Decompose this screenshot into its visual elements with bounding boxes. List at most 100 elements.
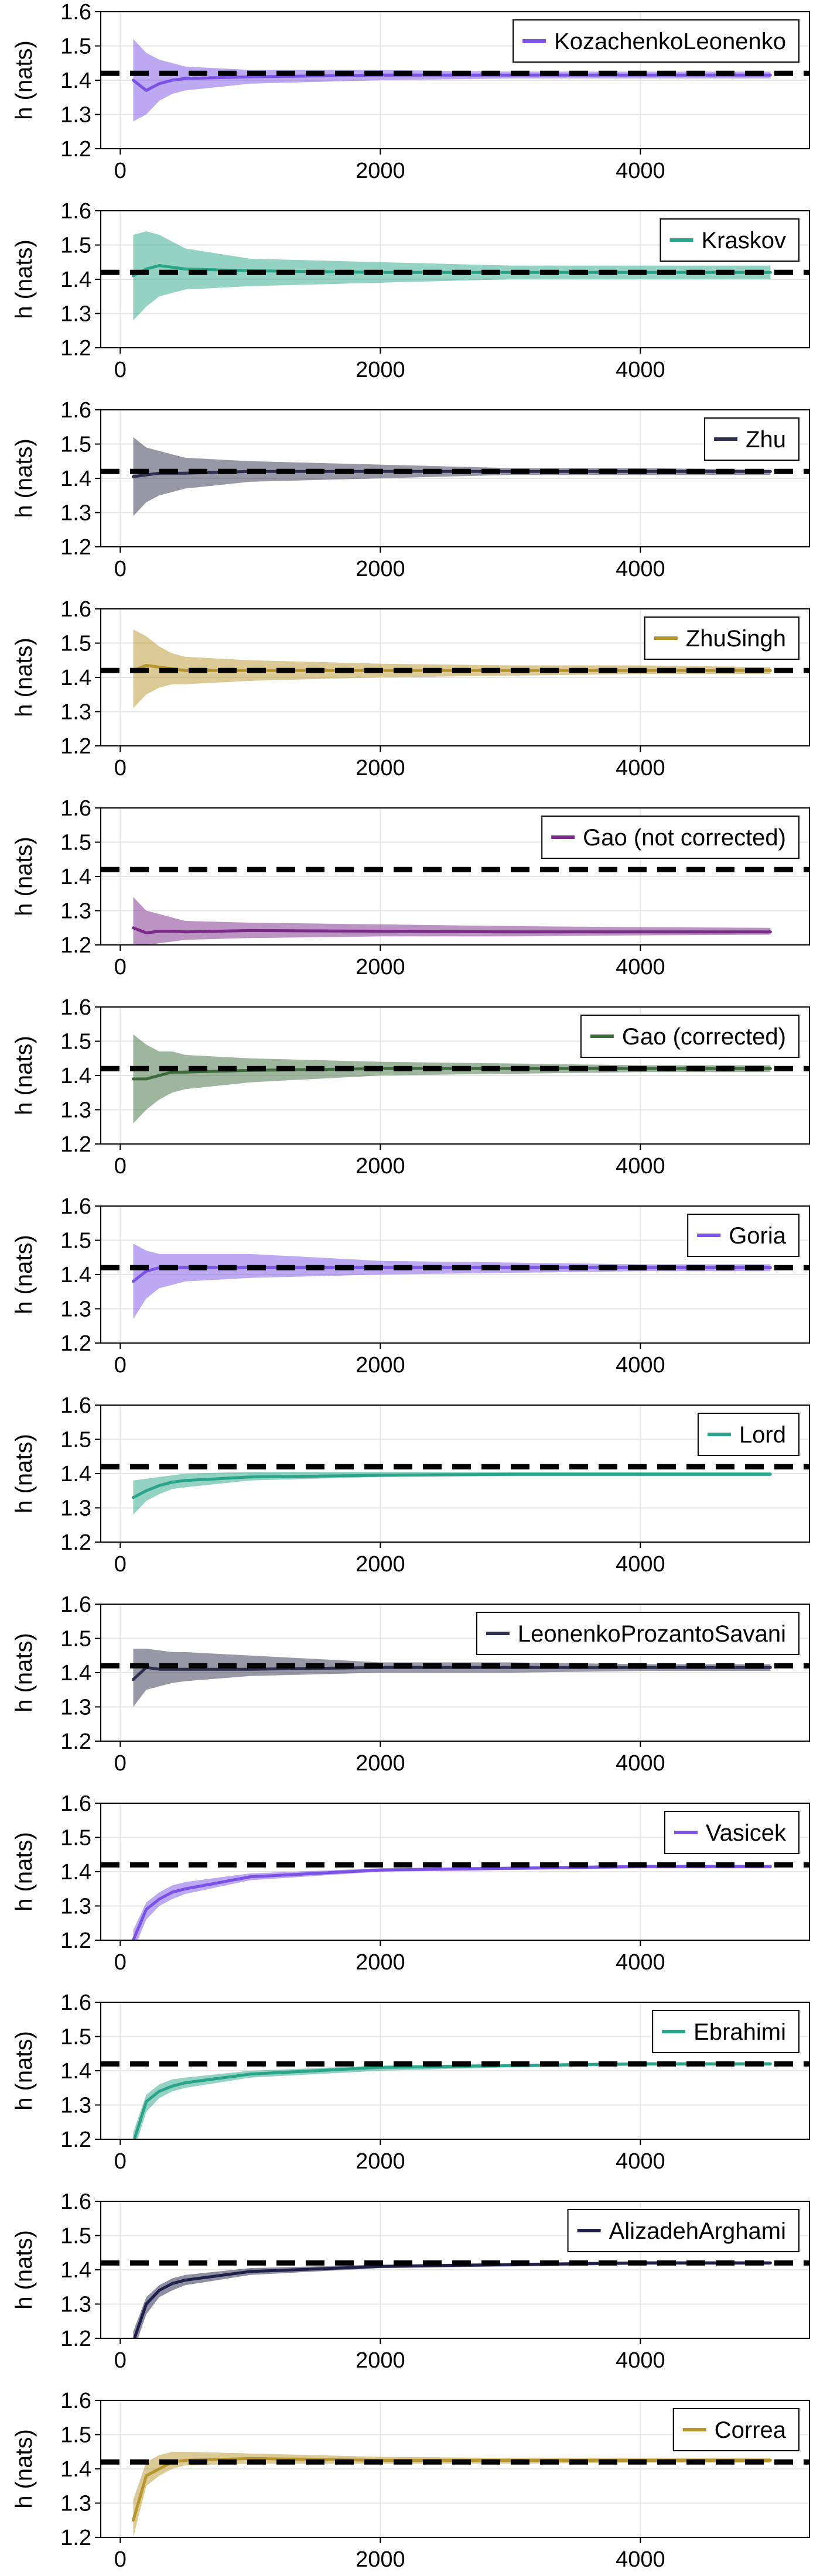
y-tick-label: 1.6 <box>60 199 91 224</box>
data-point <box>768 2062 772 2065</box>
series-line <box>132 2457 771 2521</box>
x-tick-label: 4000 <box>616 159 665 183</box>
confidence-band <box>133 897 771 945</box>
x-tick-label: 0 <box>114 159 127 183</box>
data-point <box>768 1666 772 1669</box>
y-tick-label: 1.6 <box>60 0 91 25</box>
x-tick-label: 4000 <box>616 955 665 979</box>
data-point <box>145 1269 148 1273</box>
y-axis-label: h (nats) <box>11 1434 37 1513</box>
x-tick-label: 2000 <box>356 1950 405 1975</box>
y-tick-label: 1.5 <box>60 2224 91 2249</box>
plot-area <box>132 897 772 945</box>
data-point <box>183 1479 187 1482</box>
data-point <box>248 1667 252 1671</box>
y-tick-label: 1.3 <box>60 103 91 128</box>
data-point <box>132 1496 135 1499</box>
data-point <box>183 2458 187 2462</box>
y-tick-label: 1.2 <box>60 734 91 759</box>
y-tick-label: 1.4 <box>60 68 91 93</box>
chart-panel-3: 1.2 1.3 1.4 1.5 1.6 0 2000 4000 h (nats) Zhu <box>11 398 810 581</box>
data-point <box>158 264 161 268</box>
data-point <box>158 930 161 933</box>
y-tick-label: 1.2 <box>60 1729 91 1754</box>
chart-panel-11: 1.2 1.3 1.4 1.5 1.6 0 2000 4000 h (nats) Ebrahimi <box>11 1991 810 2174</box>
data-point <box>378 2065 382 2069</box>
data-point <box>768 73 772 77</box>
data-point <box>378 930 382 933</box>
data-point <box>170 2282 174 2285</box>
chart-panel-1: 1.2 1.3 1.4 1.5 1.6 0 2000 4000 h (nats) Kozachen… <box>11 0 810 183</box>
y-tick-label: 1.2 <box>60 137 91 162</box>
y-axis-label: h (nats) <box>11 439 37 518</box>
y-axis-label: h (nats) <box>11 1633 37 1712</box>
legend-box <box>541 816 800 859</box>
chart-panel-13: 1.2 1.3 1.4 1.5 1.6 0 2000 4000 h (nats) Correa <box>11 2389 810 2572</box>
y-tick-label: 1.3 <box>60 1695 91 1720</box>
data-point <box>132 926 135 930</box>
y-tick-label: 1.5 <box>60 1627 91 1652</box>
y-tick-label: 1.5 <box>60 632 91 656</box>
data-point <box>158 2289 161 2292</box>
data-point <box>183 669 187 672</box>
y-tick-label: 1.6 <box>60 2389 91 2413</box>
x-tick-label: 2000 <box>356 1552 405 1577</box>
legend-label: Gao (corrected) <box>622 1024 786 1050</box>
x-tick-label: 4000 <box>616 1950 665 1975</box>
data-point <box>132 1280 135 1283</box>
legend-label: Correa <box>715 2417 787 2443</box>
data-point <box>768 270 772 274</box>
y-tick-label: 1.5 <box>60 2025 91 2050</box>
data-point <box>158 1897 161 1901</box>
y-tick-label: 1.3 <box>60 700 91 725</box>
y-tick-label: 1.2 <box>60 1331 91 1356</box>
y-tick-label: 1.6 <box>60 398 91 423</box>
data-point <box>638 1472 642 1476</box>
y-tick-label: 1.2 <box>60 1132 91 1157</box>
y-tick-label: 1.6 <box>60 1791 91 1816</box>
x-tick-label: 4000 <box>616 358 665 382</box>
data-point <box>768 1472 772 1476</box>
x-tick-label: 0 <box>114 1950 127 1975</box>
y-axis-label: h (nats) <box>11 638 37 717</box>
x-tick-label: 2000 <box>356 756 405 780</box>
chart-panel-2: 1.2 1.3 1.4 1.5 1.6 0 2000 4000 h (nats) Kraskov <box>11 199 810 382</box>
legend-label: Gao (not corrected) <box>583 825 786 851</box>
data-point <box>145 267 148 270</box>
legend-box <box>580 1015 800 1058</box>
chart-panel-8: 1.2 1.3 1.4 1.5 1.6 0 2000 4000 h (nats) Lord <box>11 1393 810 1577</box>
data-point <box>183 1070 187 1074</box>
data-point <box>145 664 148 667</box>
data-point <box>638 930 642 934</box>
legend-label: Zhu <box>746 427 786 453</box>
x-tick-label: 4000 <box>616 2348 665 2373</box>
y-tick-label: 1.2 <box>60 336 91 361</box>
confidence-band <box>133 1244 771 1320</box>
data-point <box>170 930 174 933</box>
data-point <box>170 1667 174 1671</box>
y-axis-label: h (nats) <box>11 2031 37 2111</box>
data-point <box>145 2303 148 2306</box>
data-point <box>132 2141 135 2144</box>
legend-box <box>512 19 800 63</box>
data-point <box>132 2340 135 2343</box>
x-tick-label: 4000 <box>616 1751 665 1776</box>
chart-panel-4: 1.2 1.3 1.4 1.5 1.6 0 2000 4000 h (nats) ZhuSingh <box>11 597 810 780</box>
confidence-band <box>133 1865 771 1940</box>
y-tick-label: 1.4 <box>60 666 91 690</box>
data-point <box>145 2100 148 2104</box>
data-point <box>158 1074 161 1077</box>
data-point <box>132 78 135 82</box>
legend-label: AlizadehArghami <box>609 2218 786 2244</box>
legend-label: KozachenkoLeonenko <box>554 29 786 54</box>
y-tick-label: 1.6 <box>60 1592 91 1617</box>
data-point <box>158 82 161 85</box>
y-tick-label: 1.2 <box>60 2128 91 2152</box>
data-point <box>170 1481 174 1484</box>
y-tick-label: 1.6 <box>60 1393 91 1418</box>
x-tick-label: 2000 <box>356 2348 405 2373</box>
data-point <box>768 1067 772 1070</box>
y-tick-label: 1.5 <box>60 234 91 258</box>
y-tick-label: 1.4 <box>60 1661 91 1686</box>
data-point <box>248 2073 252 2076</box>
